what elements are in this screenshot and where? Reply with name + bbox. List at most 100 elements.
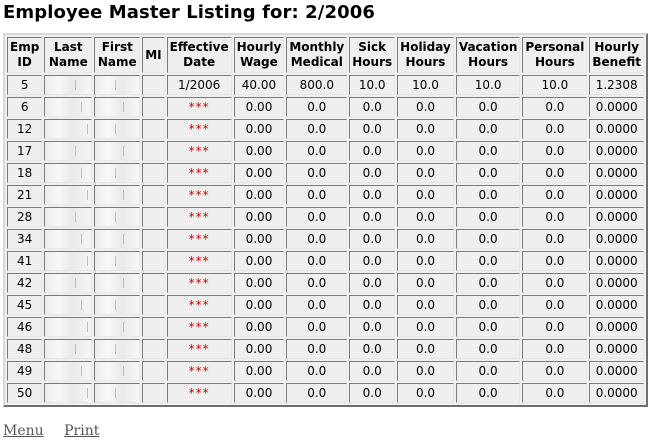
redaction-mark (115, 300, 117, 310)
redaction-mark (81, 366, 83, 376)
cell-vacation-hours: 10.0 (455, 75, 521, 95)
cell-sick-hours: 0.0 (349, 141, 396, 161)
table-row: 34 *** 0.00 0.0 0.0 0.0 0.0 0.0 0.0000 (7, 229, 644, 249)
cell-monthly-medical: 0.0 (286, 119, 348, 139)
redaction-mark (75, 278, 77, 288)
cell-sick-hours: 0.0 (349, 185, 396, 205)
cell-first-name (94, 185, 141, 205)
cell-effective-date: *** (166, 207, 232, 227)
menu-link[interactable]: Menu (3, 423, 44, 439)
cell-hourly-benefit: 0.0000 (589, 141, 644, 161)
cell-hourly-wage: 0.00 (233, 251, 285, 271)
print-link[interactable]: Print (64, 423, 100, 439)
redaction-mark (123, 278, 125, 288)
cell-monthly-medical: 0.0 (286, 141, 348, 161)
cell-hourly-benefit: 0.0000 (589, 207, 644, 227)
cell-hourly-benefit: 0.0000 (589, 251, 644, 271)
cell-last-name (44, 119, 93, 139)
cell-mi (142, 295, 165, 315)
redaction-mark (75, 146, 77, 156)
cell-mi (142, 273, 165, 293)
cell-emp-id: 41 (7, 251, 43, 271)
cell-personal-hours: 10.0 (522, 75, 588, 95)
cell-hourly-wage: 40.00 (233, 75, 285, 95)
cell-sick-hours: 0.0 (349, 163, 396, 183)
cell-monthly-medical: 0.0 (286, 229, 348, 249)
redaction-mark (81, 300, 83, 310)
cell-hourly-wage: 0.00 (233, 119, 285, 139)
cell-hourly-benefit: 0.0000 (589, 185, 644, 205)
cell-effective-date: *** (166, 163, 232, 183)
cell-mi (142, 141, 165, 161)
cell-first-name (94, 97, 141, 117)
cell-mi (142, 97, 165, 117)
cell-monthly-medical: 0.0 (286, 383, 348, 403)
cell-hourly-benefit: 1.2308 (589, 75, 644, 95)
cell-last-name (44, 339, 93, 359)
cell-sick-hours: 0.0 (349, 207, 396, 227)
cell-holiday-hours: 0.0 (397, 383, 454, 403)
cell-effective-date: 1/2006 (166, 75, 232, 95)
cell-sick-hours: 0.0 (349, 339, 396, 359)
redaction-mark (87, 190, 89, 200)
cell-hourly-wage: 0.00 (233, 185, 285, 205)
cell-emp-id: 17 (7, 141, 43, 161)
cell-first-name (94, 251, 141, 271)
table-row: 45 *** 0.00 0.0 0.0 0.0 0.0 0.0 0.0000 (7, 295, 644, 315)
cell-last-name (44, 273, 93, 293)
cell-last-name (44, 383, 93, 403)
cell-emp-id: 50 (7, 383, 43, 403)
table-row: 41 *** 0.00 0.0 0.0 0.0 0.0 0.0 0.0000 (7, 251, 644, 271)
cell-monthly-medical: 0.0 (286, 207, 348, 227)
cell-first-name (94, 75, 141, 95)
cell-personal-hours: 0.0 (522, 383, 588, 403)
cell-last-name (44, 75, 93, 95)
cell-last-name (44, 361, 93, 381)
cell-vacation-hours: 0.0 (455, 361, 521, 381)
redaction-mark (87, 322, 89, 332)
cell-hourly-benefit: 0.0000 (589, 229, 644, 249)
redaction-mark (115, 388, 117, 398)
cell-holiday-hours: 0.0 (397, 339, 454, 359)
table-row: 5 1/2006 40.00 800.0 10.0 10.0 10.0 10.0 1.2308 (7, 75, 644, 95)
cell-vacation-hours: 0.0 (455, 339, 521, 359)
table-row: 28 *** 0.00 0.0 0.0 0.0 0.0 0.0 0.0000 (7, 207, 644, 227)
column-header-emp-id: Emp ID (7, 37, 43, 73)
cell-last-name (44, 317, 93, 337)
column-header-hourly-benefit: Hourly Benefit (589, 37, 644, 73)
cell-monthly-medical: 0.0 (286, 273, 348, 293)
cell-holiday-hours: 0.0 (397, 295, 454, 315)
cell-hourly-benefit: 0.0000 (589, 317, 644, 337)
cell-last-name (44, 229, 93, 249)
table-row: 12 *** 0.00 0.0 0.0 0.0 0.0 0.0 0.0000 (7, 119, 644, 139)
cell-effective-date: *** (166, 229, 232, 249)
column-header-holiday-hours: Holiday Hours (397, 37, 454, 73)
cell-hourly-wage: 0.00 (233, 317, 285, 337)
cell-personal-hours: 0.0 (522, 339, 588, 359)
cell-first-name (94, 207, 141, 227)
redaction-mark (75, 80, 77, 90)
cell-emp-id: 18 (7, 163, 43, 183)
redaction-mark (115, 124, 117, 134)
cell-last-name (44, 185, 93, 205)
cell-emp-id: 34 (7, 229, 43, 249)
cell-first-name (94, 141, 141, 161)
cell-vacation-hours: 0.0 (455, 295, 521, 315)
cell-hourly-benefit: 0.0000 (589, 339, 644, 359)
redaction-mark (123, 102, 125, 112)
redaction-mark (115, 80, 117, 90)
cell-monthly-medical: 0.0 (286, 339, 348, 359)
redaction-mark (115, 168, 117, 178)
redaction-mark (87, 256, 89, 266)
table-row: 21 *** 0.00 0.0 0.0 0.0 0.0 0.0 0.0000 (7, 185, 644, 205)
redaction-mark (87, 124, 89, 134)
cell-last-name (44, 251, 93, 271)
cell-personal-hours: 0.0 (522, 295, 588, 315)
cell-mi (142, 207, 165, 227)
table-row: 49 *** 0.00 0.0 0.0 0.0 0.0 0.0 0.0000 (7, 361, 644, 381)
cell-emp-id: 49 (7, 361, 43, 381)
cell-vacation-hours: 0.0 (455, 229, 521, 249)
column-header-hourly-wage: Hourly Wage (233, 37, 285, 73)
cell-first-name (94, 229, 141, 249)
table-row: 42 *** 0.00 0.0 0.0 0.0 0.0 0.0 0.0000 (7, 273, 644, 293)
